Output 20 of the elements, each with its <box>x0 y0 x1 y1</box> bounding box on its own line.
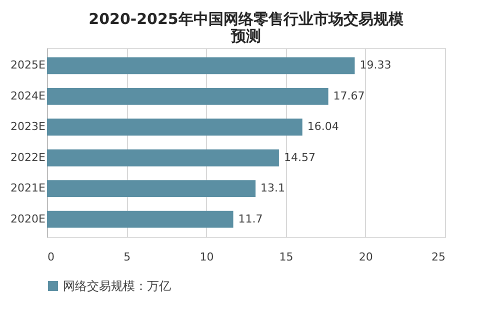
data-label: 11.7 <box>238 212 263 226</box>
x-tick-label: 0 <box>48 250 54 264</box>
y-tick-label: 2021E <box>10 182 46 195</box>
chart-title: 2020-2025年中国网络零售行业市场交易规模预测 <box>88 10 404 45</box>
y-tick-label: 2024E <box>10 89 46 102</box>
data-label: 14.57 <box>284 150 316 164</box>
x-tick-label: 25 <box>432 250 446 264</box>
data-label: 17.67 <box>333 89 365 102</box>
x-tick-label: 10 <box>200 250 214 264</box>
data-label: 16.04 <box>307 120 339 134</box>
y-tick-label: 2022E <box>10 150 46 164</box>
data-label: 19.33 <box>360 58 392 72</box>
x-tick-label: 5 <box>124 250 131 264</box>
y-tick-label: 2023E <box>10 120 46 134</box>
x-tick-label: 20 <box>358 250 373 264</box>
legend-label: 网络交易规模：万亿 <box>63 279 171 293</box>
x-tick-label: 15 <box>279 250 294 264</box>
data-label: 13.1 <box>260 182 286 195</box>
y-tick-label: 2025E <box>10 58 46 72</box>
y-tick-label: 2020E <box>10 212 46 226</box>
